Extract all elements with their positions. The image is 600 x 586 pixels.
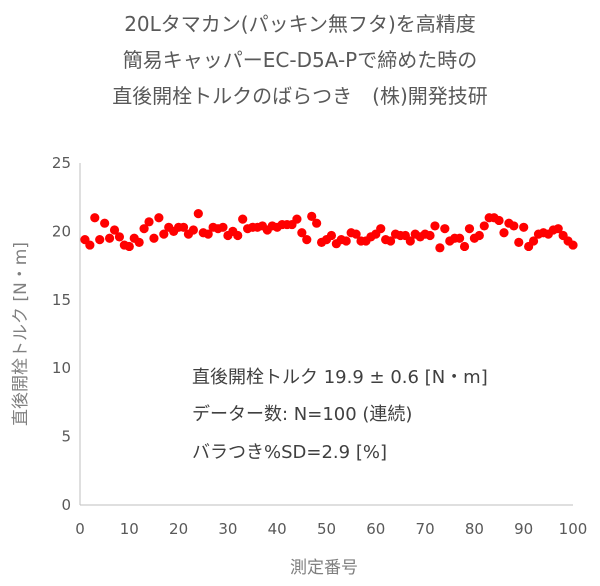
- data-point: [455, 233, 465, 243]
- data-point: [233, 230, 243, 241]
- y-tick-label: 10: [52, 359, 71, 377]
- data-point: [144, 217, 154, 227]
- data-point: [425, 230, 435, 241]
- x-tick-label: 60: [366, 520, 385, 538]
- data-point: [193, 209, 203, 219]
- chart-title-line-2: 簡易キャッパーEC-D5A-Pで締めた時の: [122, 48, 478, 72]
- x-tick-label: 70: [416, 520, 435, 538]
- data-point: [459, 241, 470, 252]
- data-point: [405, 236, 415, 246]
- data-point: [238, 214, 248, 224]
- chart-title-line-3: 直後開栓トルクのばらつき (株)開発技研: [112, 84, 488, 108]
- data-point: [514, 237, 524, 247]
- data-point: [297, 228, 307, 238]
- x-tick-label: 100: [559, 520, 588, 538]
- annotation-count: データー数: N=100 (連続): [192, 404, 412, 425]
- data-point: [479, 221, 489, 231]
- data-point: [307, 211, 317, 221]
- data-point: [109, 225, 120, 235]
- data-point: [494, 215, 504, 226]
- y-axis-label: 直後開栓トルク [N・m]: [11, 242, 31, 426]
- data-point: [149, 233, 159, 243]
- plot-axes: [79, 163, 573, 506]
- stats-annotation: 直後開栓トルク 19.9 ± 0.6 [N・m] データー数: N=100 (連…: [192, 367, 488, 463]
- data-point: [464, 224, 475, 234]
- x-tick-label: 20: [169, 520, 188, 538]
- data-point: [178, 222, 189, 232]
- x-tick-label: 30: [218, 520, 237, 538]
- data-point: [218, 222, 228, 232]
- data-point: [292, 214, 302, 224]
- x-tick-label: 0: [75, 520, 85, 538]
- data-point: [351, 229, 361, 239]
- y-tick-label: 15: [52, 291, 71, 309]
- data-point: [509, 221, 519, 231]
- data-point: [326, 230, 337, 241]
- data-point: [430, 221, 440, 231]
- y-tick-label: 0: [61, 496, 71, 514]
- data-point: [528, 236, 539, 246]
- x-tick-label: 40: [268, 520, 287, 538]
- data-point: [519, 222, 529, 232]
- data-point: [139, 224, 149, 234]
- data-point: [85, 240, 95, 250]
- data-point: [435, 243, 445, 253]
- data-point: [440, 224, 450, 234]
- data-point: [124, 241, 134, 252]
- data-point: [385, 236, 396, 246]
- y-tick-label: 25: [52, 154, 71, 172]
- data-point: [134, 237, 144, 247]
- annotation-mean-sd: 直後開栓トルク 19.9 ± 0.6 [N・m]: [192, 367, 488, 388]
- data-point: [568, 240, 578, 250]
- x-tick-label: 90: [514, 520, 533, 538]
- data-point: [474, 230, 484, 241]
- data-series: [80, 209, 578, 253]
- data-point: [104, 233, 115, 243]
- data-point: [154, 213, 164, 223]
- data-point: [203, 229, 213, 239]
- x-tick-label: 80: [465, 520, 484, 538]
- chart-title: 20Lタマカン(パッキン無フタ)を高精度 簡易キャッパーEC-D5A-Pで締めた…: [0, 6, 600, 114]
- y-tick-label: 5: [61, 428, 71, 446]
- x-tick-label: 50: [317, 520, 336, 538]
- data-point: [90, 213, 100, 223]
- data-point: [188, 225, 198, 235]
- data-point: [100, 218, 110, 228]
- data-point: [376, 224, 386, 234]
- data-point: [114, 232, 125, 242]
- data-point: [312, 218, 322, 228]
- chart-title-line-1: 20Lタマカン(パッキン無フタ)を高精度: [124, 12, 476, 36]
- x-axis-label: 測定番号: [290, 558, 358, 578]
- x-tick-label: 10: [120, 520, 139, 538]
- data-point: [499, 228, 509, 238]
- data-point: [341, 236, 351, 246]
- annotation-percent-sd: バラつき%SD=2.9 [%]: [192, 442, 387, 463]
- data-point: [553, 224, 563, 234]
- y-tick-label: 20: [52, 222, 71, 240]
- data-point: [302, 235, 312, 245]
- data-point: [95, 235, 105, 245]
- data-point: [159, 229, 169, 239]
